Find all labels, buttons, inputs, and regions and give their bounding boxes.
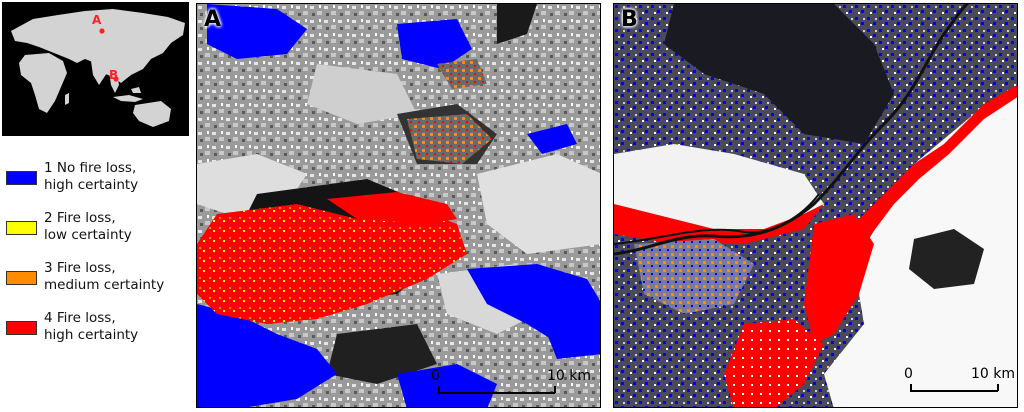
world-locator-map: A B [2,2,189,136]
legend-line-1: 3 Fire loss, [44,260,116,276]
legend-item-fire-loss-medium: 3 Fire loss, medium certainty [6,260,196,304]
site-a-marker [99,28,105,34]
panel-b-imagery [614,4,1017,407]
legend-swatch-red [6,321,37,335]
panel-b-label: B [621,7,638,32]
legend-line-1: 1 No fire loss, [44,160,137,176]
legend-line-2: high certainty [44,177,139,193]
legend-line-1: 2 Fire loss, [44,210,116,226]
scale-end-label: 10 km [547,368,592,384]
legend-line-2: medium certainty [44,277,165,293]
legend-item-fire-loss-high: 4 Fire loss, high certainty [6,310,196,354]
panel-a-imagery [197,4,600,407]
legend-item-fire-loss-low: 2 Fire loss, low certainty [6,210,196,254]
site-a-label: A [92,13,102,27]
scale-bar-line [910,390,998,392]
map-panel-a: A 0 10 km [196,3,601,408]
legend: 1 No fire loss, high certainty 2 Fire lo… [6,160,196,360]
legend-item-no-fire-loss: 1 No fire loss, high certainty [6,160,196,204]
legend-line-2: high certainty [44,327,139,343]
legend-swatch-blue [6,171,37,185]
world-map-graphic: A B [3,3,188,135]
legend-text: 2 Fire loss, low certainty [44,210,194,244]
scale-bar-line [438,392,555,394]
map-panel-b: B 0 10 km [613,3,1018,408]
site-b-label: B [109,68,118,82]
panel-a-label: A [204,7,222,32]
legend-line-2: low certainty [44,227,132,243]
scale-bar-tick-end [554,386,556,393]
legend-text: 4 Fire loss, high certainty [44,310,194,344]
scale-end-label: 10 km [971,366,1016,382]
legend-line-1: 4 Fire loss, [44,310,116,326]
scale-start-label: 0 [904,366,913,382]
site-b-marker [113,76,119,82]
legend-text: 3 Fire loss, medium certainty [44,260,194,294]
legend-swatch-orange [6,271,37,285]
scale-start-label: 0 [431,368,440,384]
scale-bar-tick-start [910,384,912,391]
legend-swatch-yellow [6,221,37,235]
legend-text: 1 No fire loss, high certainty [44,160,194,194]
scale-bar-tick-start [438,386,440,393]
scale-bar-tick-end [997,384,999,391]
